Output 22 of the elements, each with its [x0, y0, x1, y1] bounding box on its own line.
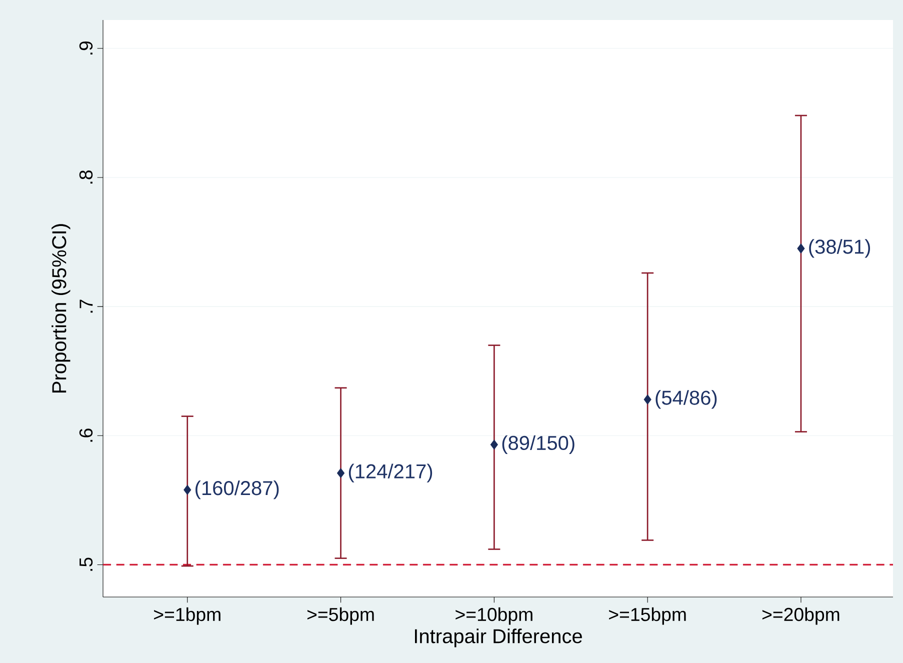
- data-label: (89/150): [502, 435, 574, 454]
- y-tick-label: .9: [79, 41, 93, 54]
- y-tick-label: .5: [80, 558, 93, 571]
- data-label: (38/51): [809, 239, 870, 258]
- x-axis-title: Intrapair Difference: [414, 628, 582, 648]
- point: [644, 394, 652, 404]
- data-label: (160/287): [196, 480, 279, 500]
- x-tick-label: >=5bpm: [307, 607, 374, 625]
- x-tick-label: >=15bpm: [609, 607, 686, 625]
- y-tick-label: .6: [79, 428, 93, 442]
- data-label: (124/217): [348, 464, 432, 482]
- y-axis-title: Proportion (95%CI): [52, 224, 70, 392]
- point: [184, 484, 192, 495]
- point: [797, 244, 805, 254]
- x-tick-label: >=10bpm: [456, 607, 532, 625]
- y-tick-label: .8: [79, 170, 93, 184]
- x-tick-label: >=20bpm: [762, 607, 840, 625]
- x-tick-label: >=1bpm: [154, 607, 220, 625]
- point: [490, 440, 498, 450]
- y-tick-label: .7: [80, 300, 93, 313]
- data-label: (54/86): [656, 390, 717, 409]
- point: [337, 468, 345, 478]
